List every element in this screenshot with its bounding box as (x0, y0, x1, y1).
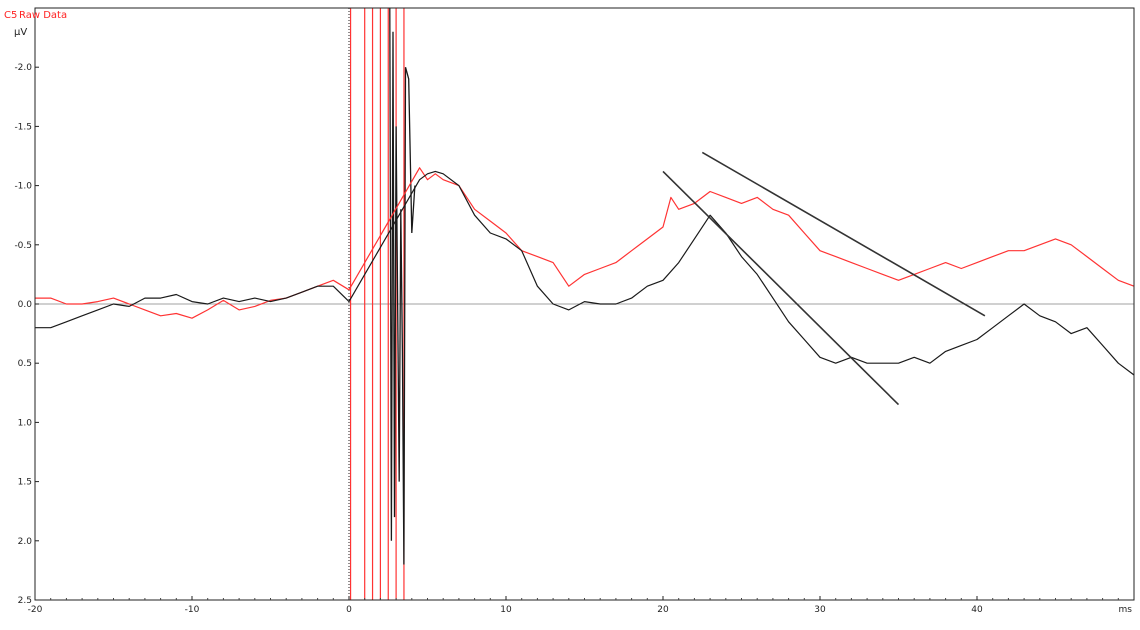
x-tick-label: 40 (971, 605, 983, 615)
header-layer: C5 Raw Data µV (4, 10, 67, 38)
axis-layer: -2.0 -1.5 -1.0 -0.5 0.0 0.5 1.0 1.5 2.0 2.5-20 -10… (14, 7, 1135, 615)
y-tick-label: 0.0 (18, 300, 33, 310)
y-tick-label: -0.5 (14, 241, 32, 251)
fit-line (701, 151, 986, 317)
unit-label: µV (14, 27, 27, 38)
x-tick-label: -10 (185, 605, 200, 615)
y-tick-label: 1.5 (18, 478, 32, 488)
x-tick-label: 20 (657, 605, 669, 615)
y-tick-label: 0.5 (18, 359, 32, 369)
y-tick-label: -1.0 (14, 182, 32, 192)
series-raw-line (35, 167, 1135, 319)
x-axis-label: ms (1119, 605, 1133, 615)
y-tick-label: -2.0 (14, 63, 32, 73)
fit-line (662, 170, 900, 406)
x-tick-label: 30 (814, 605, 826, 615)
y-tick-label: -1.5 (14, 122, 32, 132)
x-tick-label: 10 (500, 605, 512, 615)
artifact-trace-processed (389, 7, 416, 565)
series-processed-line (35, 170, 1135, 376)
channel-label: C5 (4, 10, 17, 21)
x-tick-label: 0 (346, 605, 352, 615)
y-tick-label: 2.5 (18, 596, 32, 606)
y-tick-label: 1.0 (18, 418, 33, 428)
series-label: Raw Data (19, 10, 67, 21)
plot-area (35, 7, 1135, 600)
y-tick-label: 2.0 (18, 537, 33, 547)
x-tick-label: -20 (28, 605, 43, 615)
